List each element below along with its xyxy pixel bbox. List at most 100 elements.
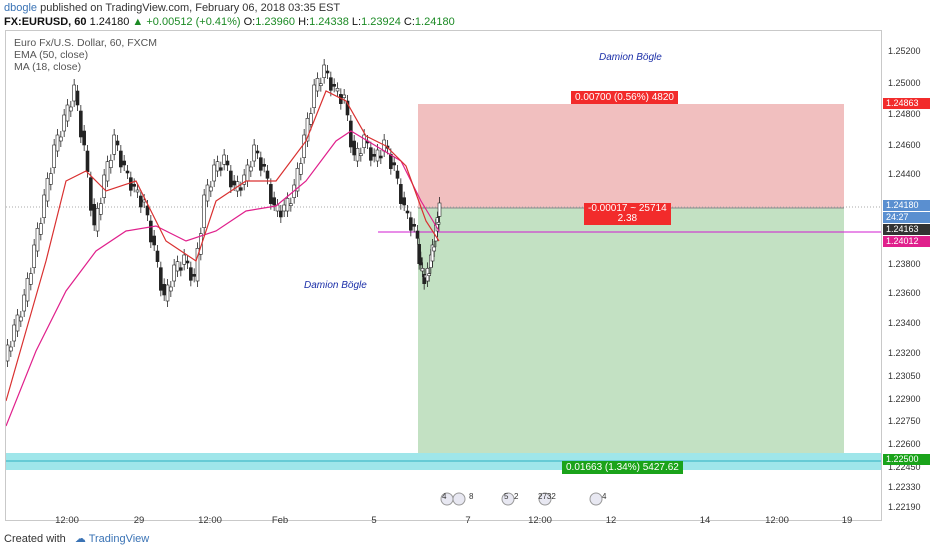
candle: [129, 177, 133, 191]
close-value: 1.24180: [414, 16, 455, 28]
candle: [415, 230, 420, 239]
candle: [362, 134, 366, 148]
price-axis[interactable]: 1.25200 1.25000 1.24800 1.24600 1.24400 …: [882, 30, 932, 521]
chart-legend: Euro Fx/U.S. Dollar, 60, FXCM EMA (50, c…: [14, 37, 157, 73]
candle: [6, 344, 10, 362]
candle: [369, 147, 373, 161]
price-tick: 1.22190: [888, 502, 921, 512]
price-tick: 1.23200: [888, 348, 921, 358]
candle: [109, 160, 113, 168]
candle: [62, 114, 66, 132]
candle: [85, 150, 90, 172]
high-value: 1.24338: [309, 16, 349, 28]
stop-zone[interactable]: [418, 208, 844, 461]
time-tick: 12:00: [528, 515, 552, 526]
candle: [12, 324, 16, 342]
current-price-label: 1.24180: [883, 200, 930, 211]
candle: [375, 149, 380, 162]
candle: [135, 189, 140, 193]
candle: [272, 197, 276, 206]
price-tick: 1.22450: [888, 462, 921, 472]
candle: [19, 316, 23, 322]
last-price: 1.24180: [89, 16, 130, 28]
candle: [152, 235, 156, 246]
candle: [372, 154, 376, 157]
candle: [349, 120, 353, 148]
time-axis[interactable]: 12:00 29 12:00 Feb 5 7 12:00 12 14 12:00…: [5, 515, 882, 535]
candle: [179, 267, 183, 271]
candle: [42, 194, 46, 218]
legend-title: Euro Fx/U.S. Dollar, 60, FXCM: [14, 37, 157, 49]
candle: [295, 168, 300, 192]
candle: [279, 210, 283, 218]
price-tick: 1.23050: [888, 371, 921, 381]
price-tick: 1.22600: [888, 439, 921, 449]
candle: [249, 166, 253, 172]
publish-info: dbogle published on TradingView.com, Feb…: [4, 2, 340, 17]
candle: [302, 134, 306, 158]
candle: [149, 220, 153, 243]
candle: [89, 177, 93, 211]
stop-price-label: 1.22500: [883, 454, 930, 465]
price-tick: 1.23800: [888, 259, 921, 269]
target-zone[interactable]: [418, 104, 844, 208]
candle: [335, 88, 340, 92]
candle: [389, 154, 393, 169]
chart-canvas[interactable]: [6, 31, 882, 521]
candle: [132, 184, 136, 187]
time-tick: 14: [699, 515, 711, 526]
candle: [305, 118, 310, 142]
candle: [82, 130, 86, 146]
candle: [309, 113, 313, 125]
chart-pane[interactable]: Euro Fx/U.S. Dollar, 60, FXCM EMA (50, c…: [5, 30, 882, 521]
legend-ma: MA (18, close): [14, 61, 82, 73]
legend-ema: EMA (50, close): [14, 49, 89, 61]
tradingview-logo[interactable]: ☁ TradingView: [74, 533, 150, 545]
center-label-rr: 2.38: [617, 213, 638, 224]
candle: [315, 78, 320, 92]
event-count-4: 2: [514, 492, 519, 501]
candle: [265, 170, 270, 179]
candle: [342, 94, 346, 98]
candle: [139, 195, 143, 208]
candle: [92, 204, 96, 226]
candle: [285, 198, 290, 212]
candle: [437, 202, 442, 217]
candle: [169, 286, 173, 292]
tradingview-brand: TradingView: [88, 533, 150, 545]
time-tick: 12:00: [765, 515, 789, 526]
candle: [432, 246, 436, 252]
event-markers[interactable]: [440, 492, 603, 506]
candle: [199, 233, 203, 255]
footer: Created with ☁ TradingView: [4, 532, 149, 545]
watermark-top: Damion Bögle: [599, 52, 662, 63]
candle: [259, 157, 263, 171]
time-tick: 19: [841, 515, 853, 526]
candle: [312, 84, 316, 108]
candle: [345, 100, 350, 116]
created-with-text: Created with: [4, 533, 66, 545]
candle: [172, 264, 176, 282]
price-tick: 1.22900: [888, 394, 921, 404]
candle: [115, 140, 120, 146]
candle: [45, 178, 50, 202]
symbol-label: FX:EURUSD, 60: [4, 16, 87, 28]
candle: [229, 170, 233, 188]
candle: [195, 248, 200, 282]
event-count-6: 4: [602, 492, 607, 501]
candle: [282, 204, 286, 212]
candle: [9, 346, 13, 352]
candle: [212, 164, 216, 182]
price-tick: 1.23600: [888, 288, 921, 298]
candle: [355, 148, 360, 162]
author-link[interactable]: dbogle: [4, 2, 38, 14]
candle: [222, 154, 226, 165]
time-tick: 12:00: [55, 515, 79, 526]
price-change: ▲ +0.00512 (+0.41%): [132, 16, 241, 28]
candle: [239, 187, 243, 191]
center-label: -0.00017 ~ 25714 2.38: [584, 203, 671, 225]
candle: [319, 83, 323, 86]
time-tick: 29: [133, 515, 145, 526]
candle: [322, 64, 326, 78]
candle: [329, 77, 333, 91]
